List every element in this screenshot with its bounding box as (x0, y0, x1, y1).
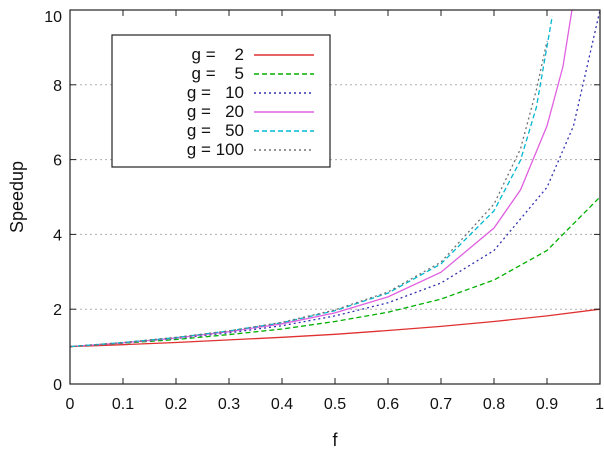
x-tick-label: 0.6 (377, 396, 399, 413)
x-tick-label: 0.8 (483, 396, 505, 413)
y-tick-label: 2 (53, 302, 62, 319)
series-line-6 (70, 40, 548, 348)
x-tick-label: 0.7 (430, 396, 452, 413)
y-tick-label: 4 (53, 227, 62, 244)
legend-label: g = 10 (187, 83, 244, 102)
y-tick-label: 8 (53, 78, 62, 95)
x-tick-label: 0.4 (271, 396, 293, 413)
x-tick-label: 0 (66, 396, 75, 413)
legend-label: g = 100 (187, 140, 244, 159)
legend-box (111, 34, 331, 168)
y-axis-title: Speedup (7, 161, 27, 233)
legend-label: g = 5 (192, 64, 244, 83)
x-tick-label: 0.5 (324, 396, 346, 413)
y-tick-label: 10 (44, 9, 62, 26)
legend: g = 2g = 5g = 10g = 20g = 50g = 100 (111, 34, 331, 168)
series-line-5 (70, 15, 553, 348)
x-tick-label: 0.2 (165, 396, 187, 413)
series-lines (70, 10, 600, 348)
x-tick-label: 1 (595, 396, 604, 413)
y-tick-label: 0 (53, 377, 62, 394)
grid-lines (70, 84, 600, 310)
series-line-2 (70, 196, 600, 348)
x-axis-title: f (332, 430, 338, 450)
x-tick-label: 0.3 (218, 396, 240, 413)
legend-label: g = 2 (192, 45, 244, 64)
y-tick-label: 6 (53, 153, 62, 170)
x-tick-label: 0.1 (112, 396, 134, 413)
series-line-1 (70, 308, 600, 348)
legend-label: g = 20 (187, 102, 244, 121)
legend-label: g = 50 (187, 121, 244, 140)
x-tick-label: 0.9 (536, 396, 558, 413)
